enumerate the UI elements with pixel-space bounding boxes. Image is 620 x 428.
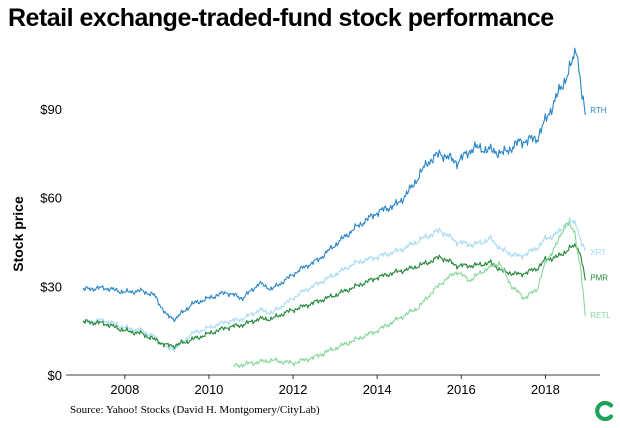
x-tick-label: 2014	[363, 382, 392, 397]
y-tick-label: $60	[40, 191, 62, 206]
x-tick-label: 2018	[531, 382, 560, 397]
series-line-retl	[233, 220, 586, 369]
y-tick-label: $90	[40, 102, 62, 117]
chart-title: Retail exchange-traded-fund stock perfor…	[8, 4, 554, 32]
x-tick-label: 2010	[194, 382, 223, 397]
source-note: Source: Yahoo! Stocks (David H. Montgome…	[70, 404, 320, 416]
series-line-xrt	[82, 217, 586, 353]
tick-layer: $0 $30 $60 $90 2008 2010 2012 2014 2016 2018	[40, 102, 560, 397]
x-tick-label: 2016	[447, 382, 476, 397]
series-layer	[82, 47, 586, 369]
x-tick-label: 2012	[279, 382, 308, 397]
series-label-xrt: XRT	[590, 248, 606, 257]
y-tick-label: $30	[40, 279, 62, 294]
series-label-rth: RTH	[590, 106, 607, 115]
y-tick-label: $0	[48, 368, 62, 383]
citylab-logo-icon	[592, 398, 618, 424]
x-tick-label: 2008	[110, 382, 139, 397]
series-label-layer: RTH XRT PMR RETL	[590, 106, 611, 320]
series-label-retl: RETL	[590, 311, 611, 320]
series-line-pmr	[82, 243, 586, 350]
series-line-rth	[82, 47, 586, 323]
series-label-pmr: PMR	[590, 273, 608, 282]
